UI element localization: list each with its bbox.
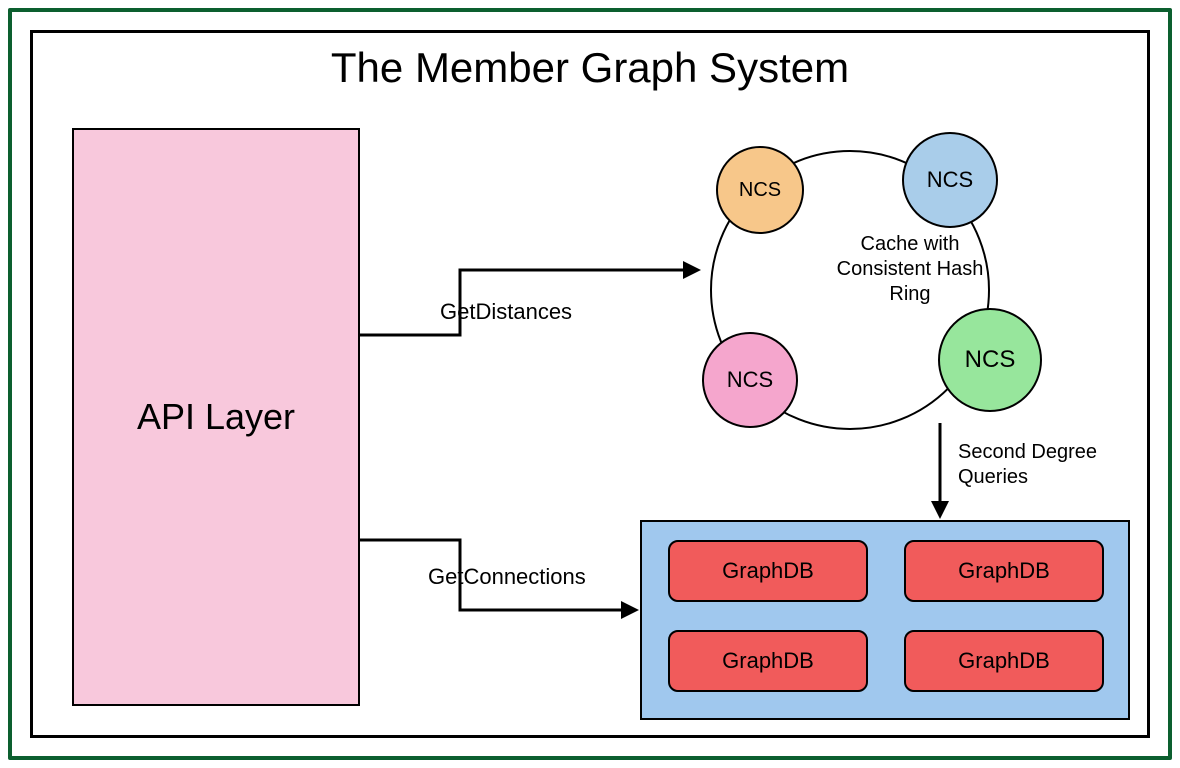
graphdb-box: GraphDB — [904, 630, 1104, 692]
ncs-node-label: NCS — [965, 346, 1016, 374]
graphdb-label: GraphDB — [722, 648, 814, 674]
ncs-node: NCS — [902, 132, 998, 228]
ncs-node: NCS — [716, 146, 804, 234]
graphdb-label: GraphDB — [958, 558, 1050, 584]
label-get-distances: GetDistances — [440, 298, 572, 326]
ncs-node-label: NCS — [739, 179, 781, 202]
ncs-node: NCS — [938, 308, 1042, 412]
label-second-degree-l2: Queries — [958, 466, 1028, 488]
label-second-degree: Second Degree Queries — [958, 440, 1138, 490]
api-layer-label: API Layer — [137, 396, 295, 438]
ncs-node-label: NCS — [927, 167, 973, 193]
graphdb-box: GraphDB — [668, 540, 868, 602]
hash-ring-label-l3: Ring — [889, 283, 930, 305]
graphdb-box: GraphDB — [668, 630, 868, 692]
hash-ring-label: Cache with Consistent Hash Ring — [810, 232, 1010, 307]
graphdb-box: GraphDB — [904, 540, 1104, 602]
ncs-node: NCS — [702, 332, 798, 428]
diagram-title: The Member Graph System — [0, 44, 1180, 92]
hash-ring-label-l1: Cache with — [861, 233, 960, 255]
ncs-node-label: NCS — [727, 367, 773, 393]
label-get-connections: GetConnections — [428, 563, 586, 591]
api-layer-box: API Layer — [72, 128, 360, 706]
hash-ring-label-l2: Consistent Hash — [837, 258, 984, 280]
label-second-degree-l1: Second Degree — [958, 441, 1097, 463]
graphdb-label: GraphDB — [958, 648, 1050, 674]
graphdb-label: GraphDB — [722, 558, 814, 584]
